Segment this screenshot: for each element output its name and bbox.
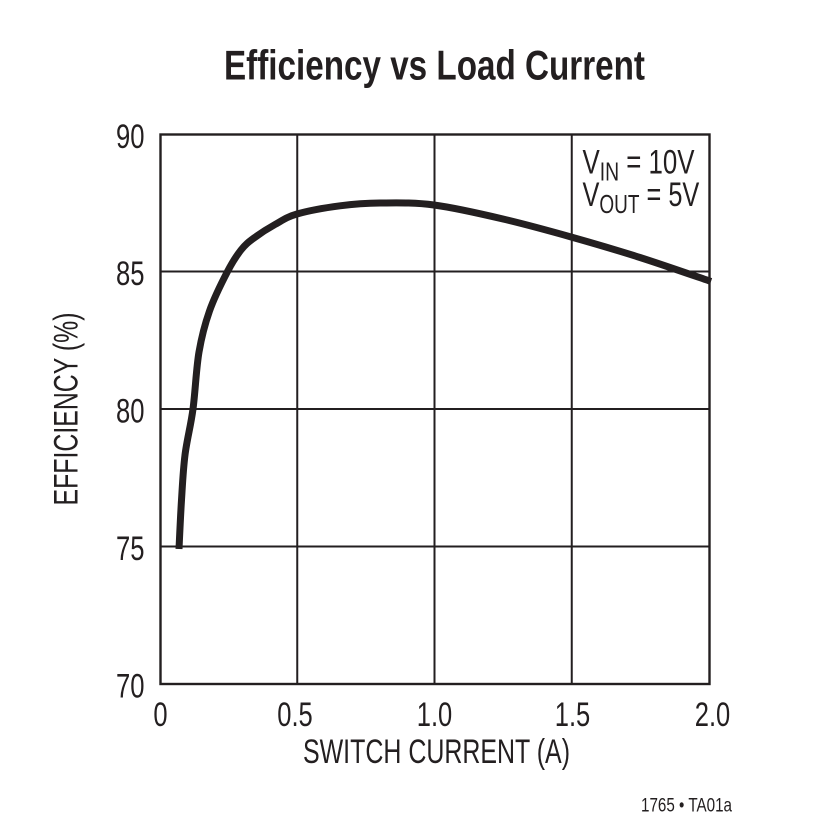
svg-text:75: 75 [116, 530, 145, 568]
svg-text:80: 80 [116, 393, 145, 431]
svg-text:SWITCH CURRENT (A): SWITCH CURRENT (A) [303, 733, 570, 771]
svg-text:1.5: 1.5 [555, 696, 591, 734]
svg-text:0: 0 [153, 696, 167, 734]
svg-text:85: 85 [116, 255, 145, 293]
svg-text:2.0: 2.0 [695, 696, 731, 734]
svg-text:0.5: 0.5 [277, 696, 313, 734]
svg-text:EFFICIENCY (%): EFFICIENCY (%) [48, 313, 86, 506]
svg-text:VIN = 10V: VIN = 10V [583, 144, 695, 186]
svg-text:Efficiency vs Load Current: Efficiency vs Load Current [224, 42, 645, 89]
svg-text:90: 90 [116, 118, 145, 156]
svg-text:70: 70 [116, 668, 145, 706]
svg-text:1765 • TA01a: 1765 • TA01a [641, 796, 732, 817]
svg-text:1.0: 1.0 [417, 696, 453, 734]
